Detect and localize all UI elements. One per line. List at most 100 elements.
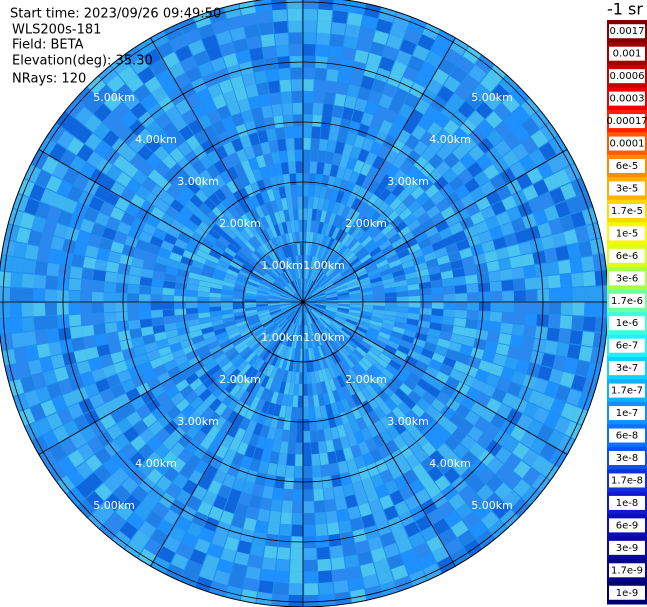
range-gate (275, 316, 286, 326)
range-gate (219, 510, 235, 526)
ring-label: 5.00km (93, 499, 135, 512)
range-gate (349, 295, 362, 300)
range-gate (342, 106, 354, 121)
range-gate (163, 466, 179, 483)
range-gate (336, 203, 346, 217)
range-gate (393, 274, 407, 283)
range-gate (451, 427, 468, 443)
range-gate (357, 250, 370, 261)
range-gate (141, 177, 157, 192)
range-gate (309, 283, 318, 293)
range-gate (252, 371, 262, 384)
range-gate (239, 134, 252, 149)
range-gate (345, 132, 357, 146)
range-gate (138, 161, 155, 177)
range-gate (279, 441, 289, 454)
range-gate (177, 232, 191, 244)
range-gate (369, 227, 382, 239)
range-gate (255, 398, 266, 412)
range-gate (251, 356, 262, 369)
range-gate (319, 317, 330, 327)
range-gate (350, 145, 362, 160)
range-gate (209, 292, 222, 298)
range-gate (21, 317, 35, 332)
range-gate (592, 254, 607, 271)
range-gate (512, 397, 528, 413)
range-gate (388, 335, 402, 345)
range-gate (215, 264, 228, 273)
range-gate (202, 490, 218, 506)
range-gate (226, 166, 239, 181)
range-gate (310, 430, 318, 443)
range-gate (424, 105, 441, 122)
range-gate (315, 334, 323, 346)
range-gate (201, 269, 214, 278)
range-gate (283, 308, 294, 316)
range-gate (295, 255, 300, 268)
range-gate (399, 415, 413, 430)
range-gate (294, 477, 303, 490)
range-gate (256, 345, 267, 357)
range-gate (324, 223, 333, 237)
range-gate (352, 331, 364, 341)
range-gate (50, 236, 65, 251)
range-gate (195, 189, 209, 203)
range-gate (129, 153, 146, 170)
range-gate (336, 166, 346, 180)
range-gate (103, 457, 120, 475)
range-gate (534, 326, 548, 340)
range-gate (48, 341, 62, 356)
range-gate (269, 175, 279, 189)
range-gate (150, 206, 165, 220)
range-gate (365, 264, 378, 274)
range-gate (350, 588, 367, 603)
range-gate (93, 323, 106, 335)
range-gate (500, 222, 515, 236)
range-gate (288, 311, 297, 321)
ring-label: 4.00km (135, 457, 177, 470)
range-gate (320, 316, 331, 326)
range-gate (335, 190, 345, 204)
range-gate (357, 232, 370, 244)
range-gate (258, 460, 269, 475)
range-gate (304, 255, 308, 267)
range-gate (96, 344, 111, 357)
range-gate (186, 313, 199, 321)
range-gate (449, 222, 464, 235)
range-gate (291, 524, 303, 537)
range-gate (336, 287, 349, 293)
range-gate (163, 280, 176, 289)
range-gate (240, 528, 255, 543)
range-gate (284, 321, 292, 333)
range-gate (24, 244, 39, 260)
range-gate (334, 591, 351, 606)
range-gate (404, 237, 418, 249)
range-gate (220, 184, 233, 198)
range-gate (522, 213, 537, 229)
range-gate (367, 327, 380, 336)
range-gate (8, 379, 25, 397)
range-gate (247, 223, 258, 236)
range-gate (273, 367, 282, 381)
ring-label: 4.00km (135, 133, 177, 146)
range-gate (473, 502, 492, 521)
range-gate (334, 243, 345, 255)
range-gate (491, 387, 507, 403)
range-gate (440, 405, 455, 420)
range-gate (521, 117, 540, 136)
range-gate (312, 114, 322, 127)
range-gate (270, 311, 283, 318)
range-gate (502, 302, 515, 313)
range-gate (317, 274, 327, 285)
range-gate (349, 306, 362, 311)
range-gate (450, 548, 470, 566)
range-gate (263, 274, 275, 283)
range-gate (425, 335, 439, 345)
range-gate (93, 269, 106, 282)
range-gate (303, 454, 312, 467)
range-gate (338, 230, 348, 243)
range-gate (201, 450, 215, 465)
range-gate (439, 364, 453, 376)
range-gate (338, 331, 349, 342)
range-gate (461, 74, 480, 92)
